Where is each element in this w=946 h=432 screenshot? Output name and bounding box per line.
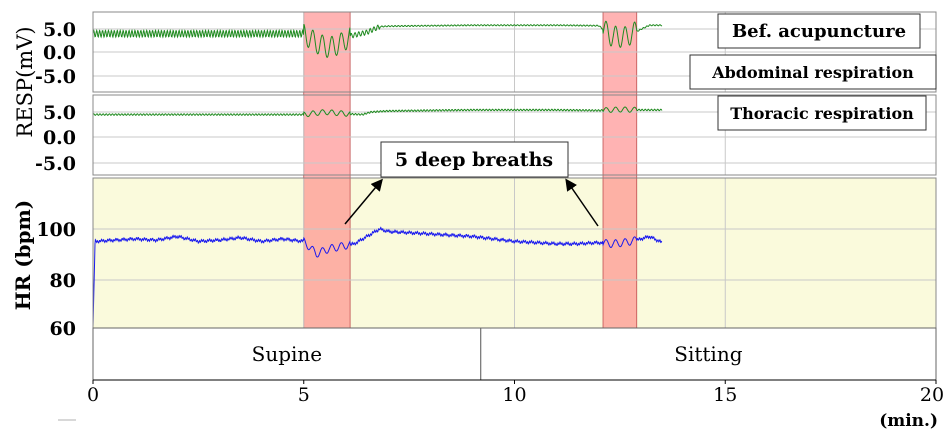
y-tick-label-resp_abdominal: -5.0 [35,66,76,88]
x-tick-label: 15 [713,384,737,406]
x-tick-label: 0 [87,384,99,406]
legend-box [717,95,927,131]
series-line-resp_abdominal [92,20,663,59]
y-tick-label-hr: 60 [50,318,76,340]
y-tick-label-hr: 80 [50,270,76,292]
y-tick-label-resp_abdominal: 0.0 [43,42,76,64]
y-tick-label-resp_thoracic: 5.0 [43,102,76,124]
annotation-arrow-right [565,178,599,227]
annotation-box [380,141,569,178]
annotation-arrow-left [344,178,383,225]
legend-label: Bef. acupuncture [732,21,906,42]
legend-label: Thoracic respiration [730,104,914,123]
y-tick-label-resp_thoracic: 0.0 [43,127,76,149]
x-tick-label: 20 [920,384,944,406]
legend-box [717,13,921,49]
resp-y-axis-label: RESP(mV) [13,26,37,137]
y-tick-label-resp_abdominal: 5.0 [43,19,76,41]
deep-breath-window-2 [602,11,638,329]
x-axis-unit-label: (min.) [879,411,938,431]
hr-y-axis-label: HR (bpm) [11,200,35,311]
legend-box [689,54,937,90]
series-line-resp_thoracic [92,106,663,118]
x-tick-label: 10 [502,384,526,406]
y-tick-label-hr: 100 [36,219,76,241]
panel-frame-resp_abdominal [92,11,937,93]
series-line-hr [92,226,663,328]
annotation-label: 5 deep breaths [395,149,553,171]
deep-breath-window-1 [303,11,351,329]
x-tick-label: 5 [298,384,310,406]
state-segment-sitting [480,327,937,381]
legend-label: Abdominal respiration [711,63,914,82]
state-label-supine: Supine [252,342,323,366]
state-label-sitting: Sitting [674,342,742,366]
y-tick-label-resp_thoracic: -5.0 [35,153,76,175]
